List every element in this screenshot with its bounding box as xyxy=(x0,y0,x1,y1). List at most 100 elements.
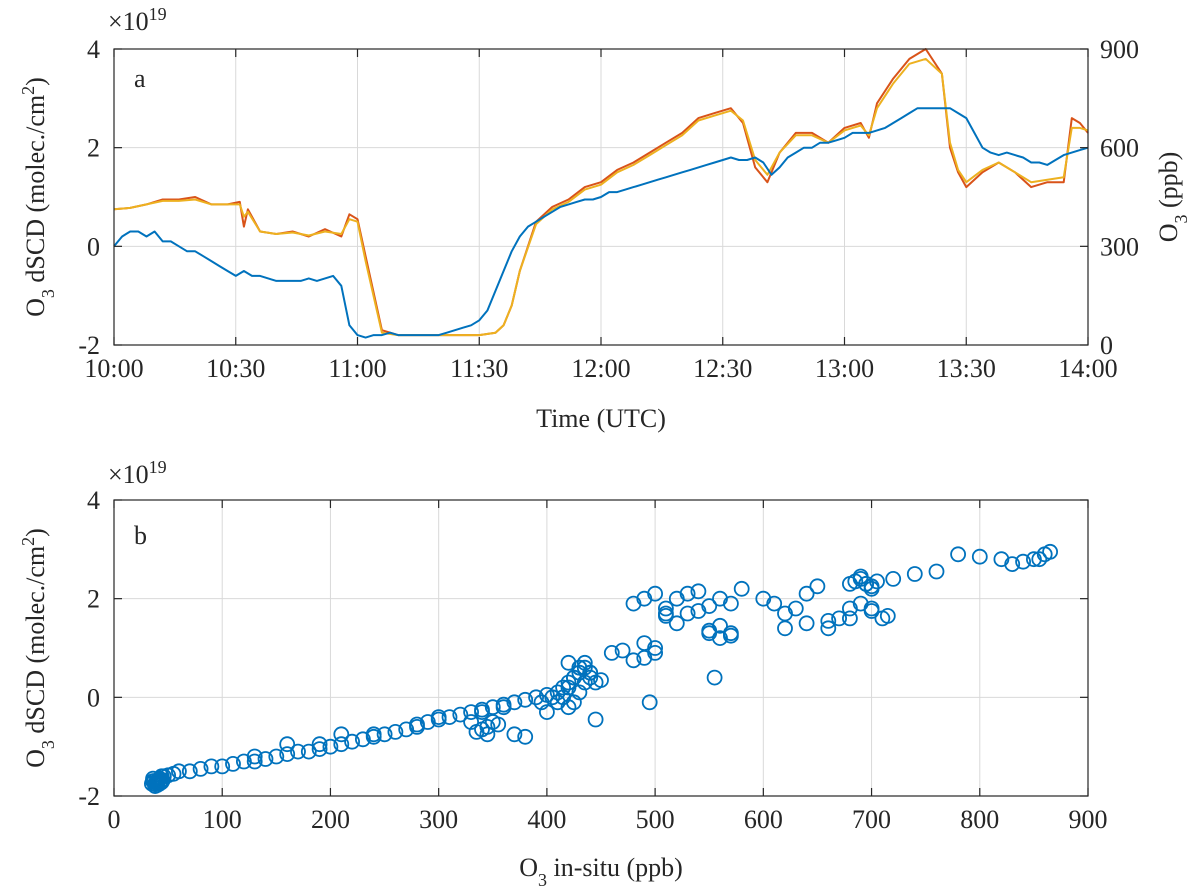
panel-b-scatter-point xyxy=(1031,551,1048,568)
panel-b-y-tick-label: 4 xyxy=(87,486,100,515)
panel-a-ylabel-rest: dSCD (molec./cm xyxy=(21,95,50,289)
panel-b-scatter-point xyxy=(593,672,609,688)
panel-a-ylabel-sup: 2 xyxy=(18,86,38,95)
panel-a-y-tick-label-left: 2 xyxy=(87,134,100,163)
panel-b-points xyxy=(143,543,1058,794)
panel-b-scatter-point xyxy=(971,548,988,565)
panel-a-right-y-axis-label: O3 (ppb) xyxy=(1154,152,1191,243)
panel-b-scatter-point xyxy=(777,620,793,637)
panel-a-ticks: 10:00 10:30 11:00 11:30 12:00 12:30 13:00 13:30… xyxy=(78,35,1139,383)
panel-b-scatter-point xyxy=(647,585,663,602)
panel-a-x-tick-label: 12:30 xyxy=(693,354,752,383)
panel-b-scatter-point xyxy=(203,758,220,775)
panel-b-scatter-point xyxy=(474,721,490,738)
panel-b-scatter-point xyxy=(641,694,658,711)
panel-a-exponent-power: 19 xyxy=(149,4,167,24)
panel-b-scatter-point xyxy=(290,743,306,760)
panel-b-scatter-point xyxy=(1004,556,1021,572)
panel-b-scatter-point xyxy=(170,763,187,780)
panel-b-scatter-point xyxy=(311,741,328,757)
panel-a-ylabel-base: O xyxy=(21,298,50,317)
panel-b-scatter-point xyxy=(858,576,874,592)
panel-b-scatter-point xyxy=(658,605,674,622)
panel-b-grid xyxy=(114,500,1088,796)
panel-b-scatter-point xyxy=(214,758,231,775)
panel-b-label: b xyxy=(134,521,147,550)
panel-b-scatter-point xyxy=(798,585,815,602)
panel-b-scatter-point xyxy=(268,748,285,765)
panel-a-grid xyxy=(114,49,1088,345)
panel-b-scatter-point xyxy=(463,704,480,720)
panel-b-ylabel-sub: 3 xyxy=(38,740,58,749)
panel-b-ylabel-rest: dSCD (molec./cm xyxy=(21,546,50,740)
panel-b-xlabel-sub: 3 xyxy=(538,870,547,890)
panel-b-scatter-point xyxy=(625,652,642,669)
panel-b-scatter-point xyxy=(192,761,209,777)
panel-a-y-tick-label-right: 600 xyxy=(1100,134,1139,163)
panel-b-scatter-point xyxy=(950,546,966,563)
panel-b-x-tick-label: 700 xyxy=(852,805,891,834)
panel-a-x-axis-label: Time (UTC) xyxy=(536,404,666,433)
panel-b-scatter-point xyxy=(658,600,674,617)
panel-b-scatter-point xyxy=(863,600,880,617)
panel-a-y-exponent: ×1019 xyxy=(108,4,167,36)
panel-b-scatter-point xyxy=(885,571,902,587)
panel-a-x-tick-label: 13:00 xyxy=(815,354,874,383)
panel-b-y-exponent: ×1019 xyxy=(108,457,167,489)
panel-b-scatter-point xyxy=(506,726,523,743)
panel-b-x-tick-label: 900 xyxy=(1069,805,1108,834)
panel-b-scatter-point xyxy=(322,738,339,755)
panel-a-ylabel-r-sub: 3 xyxy=(1171,215,1191,224)
panel-b-scatter-point xyxy=(863,580,880,597)
panel-b-scatter-point xyxy=(344,733,361,750)
panel-a-exponent-prefix: ×10 xyxy=(108,7,149,36)
panel-b-scatter-point xyxy=(831,610,847,627)
panel-b-scatter-point xyxy=(333,736,350,753)
panel-b-scatter-point xyxy=(842,610,858,627)
panel-b-x-tick-label: 400 xyxy=(527,805,566,834)
panel-b-x-tick-label: 200 xyxy=(311,805,350,834)
panel-b-scatter-point xyxy=(257,751,274,767)
panel-b-scatter-point xyxy=(679,585,696,602)
panel-b-scatter: 0 100 200 300 400 500 600 700 800 900 -2 0 2 4 b ×101… xyxy=(18,457,1108,890)
panel-b-scatter-point xyxy=(766,595,783,612)
panel-b-scatter-point xyxy=(300,743,317,760)
panel-b-ylabel-close: ) xyxy=(21,528,50,537)
panel-b-scatter-point xyxy=(647,640,663,656)
panel-b-scatter-point xyxy=(490,716,507,733)
panel-a-series-line-1 xyxy=(113,107,1089,339)
panel-a-y-tick-label-left: -2 xyxy=(78,331,100,360)
panel-b-scatter-point xyxy=(560,674,577,691)
panel-b-scatter-point xyxy=(279,736,296,753)
panel-a-left-y-axis-label: O3 dSCD (molec./cm2) xyxy=(18,77,58,317)
panel-b-scatter-point xyxy=(333,726,350,743)
panel-b-y-axis-label: O3 dSCD (molec./cm2) xyxy=(18,528,58,768)
panel-b-scatter-point xyxy=(279,746,296,762)
panel-b-scatter-point xyxy=(668,615,685,632)
panel-b-scatter-point xyxy=(430,709,447,725)
panel-a-ylabel-close: ) xyxy=(21,77,50,86)
panel-b-scatter-point xyxy=(647,645,663,661)
panel-b-x-tick-label: 500 xyxy=(636,805,675,834)
panel-b-scatter-point xyxy=(376,726,393,743)
panel-b-scatter-point xyxy=(723,627,739,644)
panel-b-scatter-point xyxy=(798,615,815,632)
panel-a-x-tick-label: 10:00 xyxy=(84,354,143,383)
panel-b-scatter-point xyxy=(712,617,728,634)
panel-b-scatter-point xyxy=(690,583,707,600)
panel-b-ylabel-sup: 2 xyxy=(18,537,38,546)
panel-b-scatter-point xyxy=(1015,553,1031,570)
panel-b-scatter-point xyxy=(603,645,620,661)
panel-b-scatter-point xyxy=(582,669,599,686)
panel-b-y-tick-label: 0 xyxy=(87,683,100,712)
panel-b-scatter-point xyxy=(906,566,923,582)
panel-b-y-tick-label: 2 xyxy=(87,585,100,614)
panel-a-y-tick-label-right: 0 xyxy=(1100,331,1113,360)
panel-b-y-tick-label: -2 xyxy=(78,782,100,811)
panel-a-ylabel-r-base: O xyxy=(1154,224,1183,243)
panel-b-scatter-point xyxy=(560,699,577,716)
panel-b-scatter-point xyxy=(809,578,826,595)
panel-b-scatter-point xyxy=(452,706,469,723)
panel-a-x-tick-label: 13:30 xyxy=(937,354,996,383)
